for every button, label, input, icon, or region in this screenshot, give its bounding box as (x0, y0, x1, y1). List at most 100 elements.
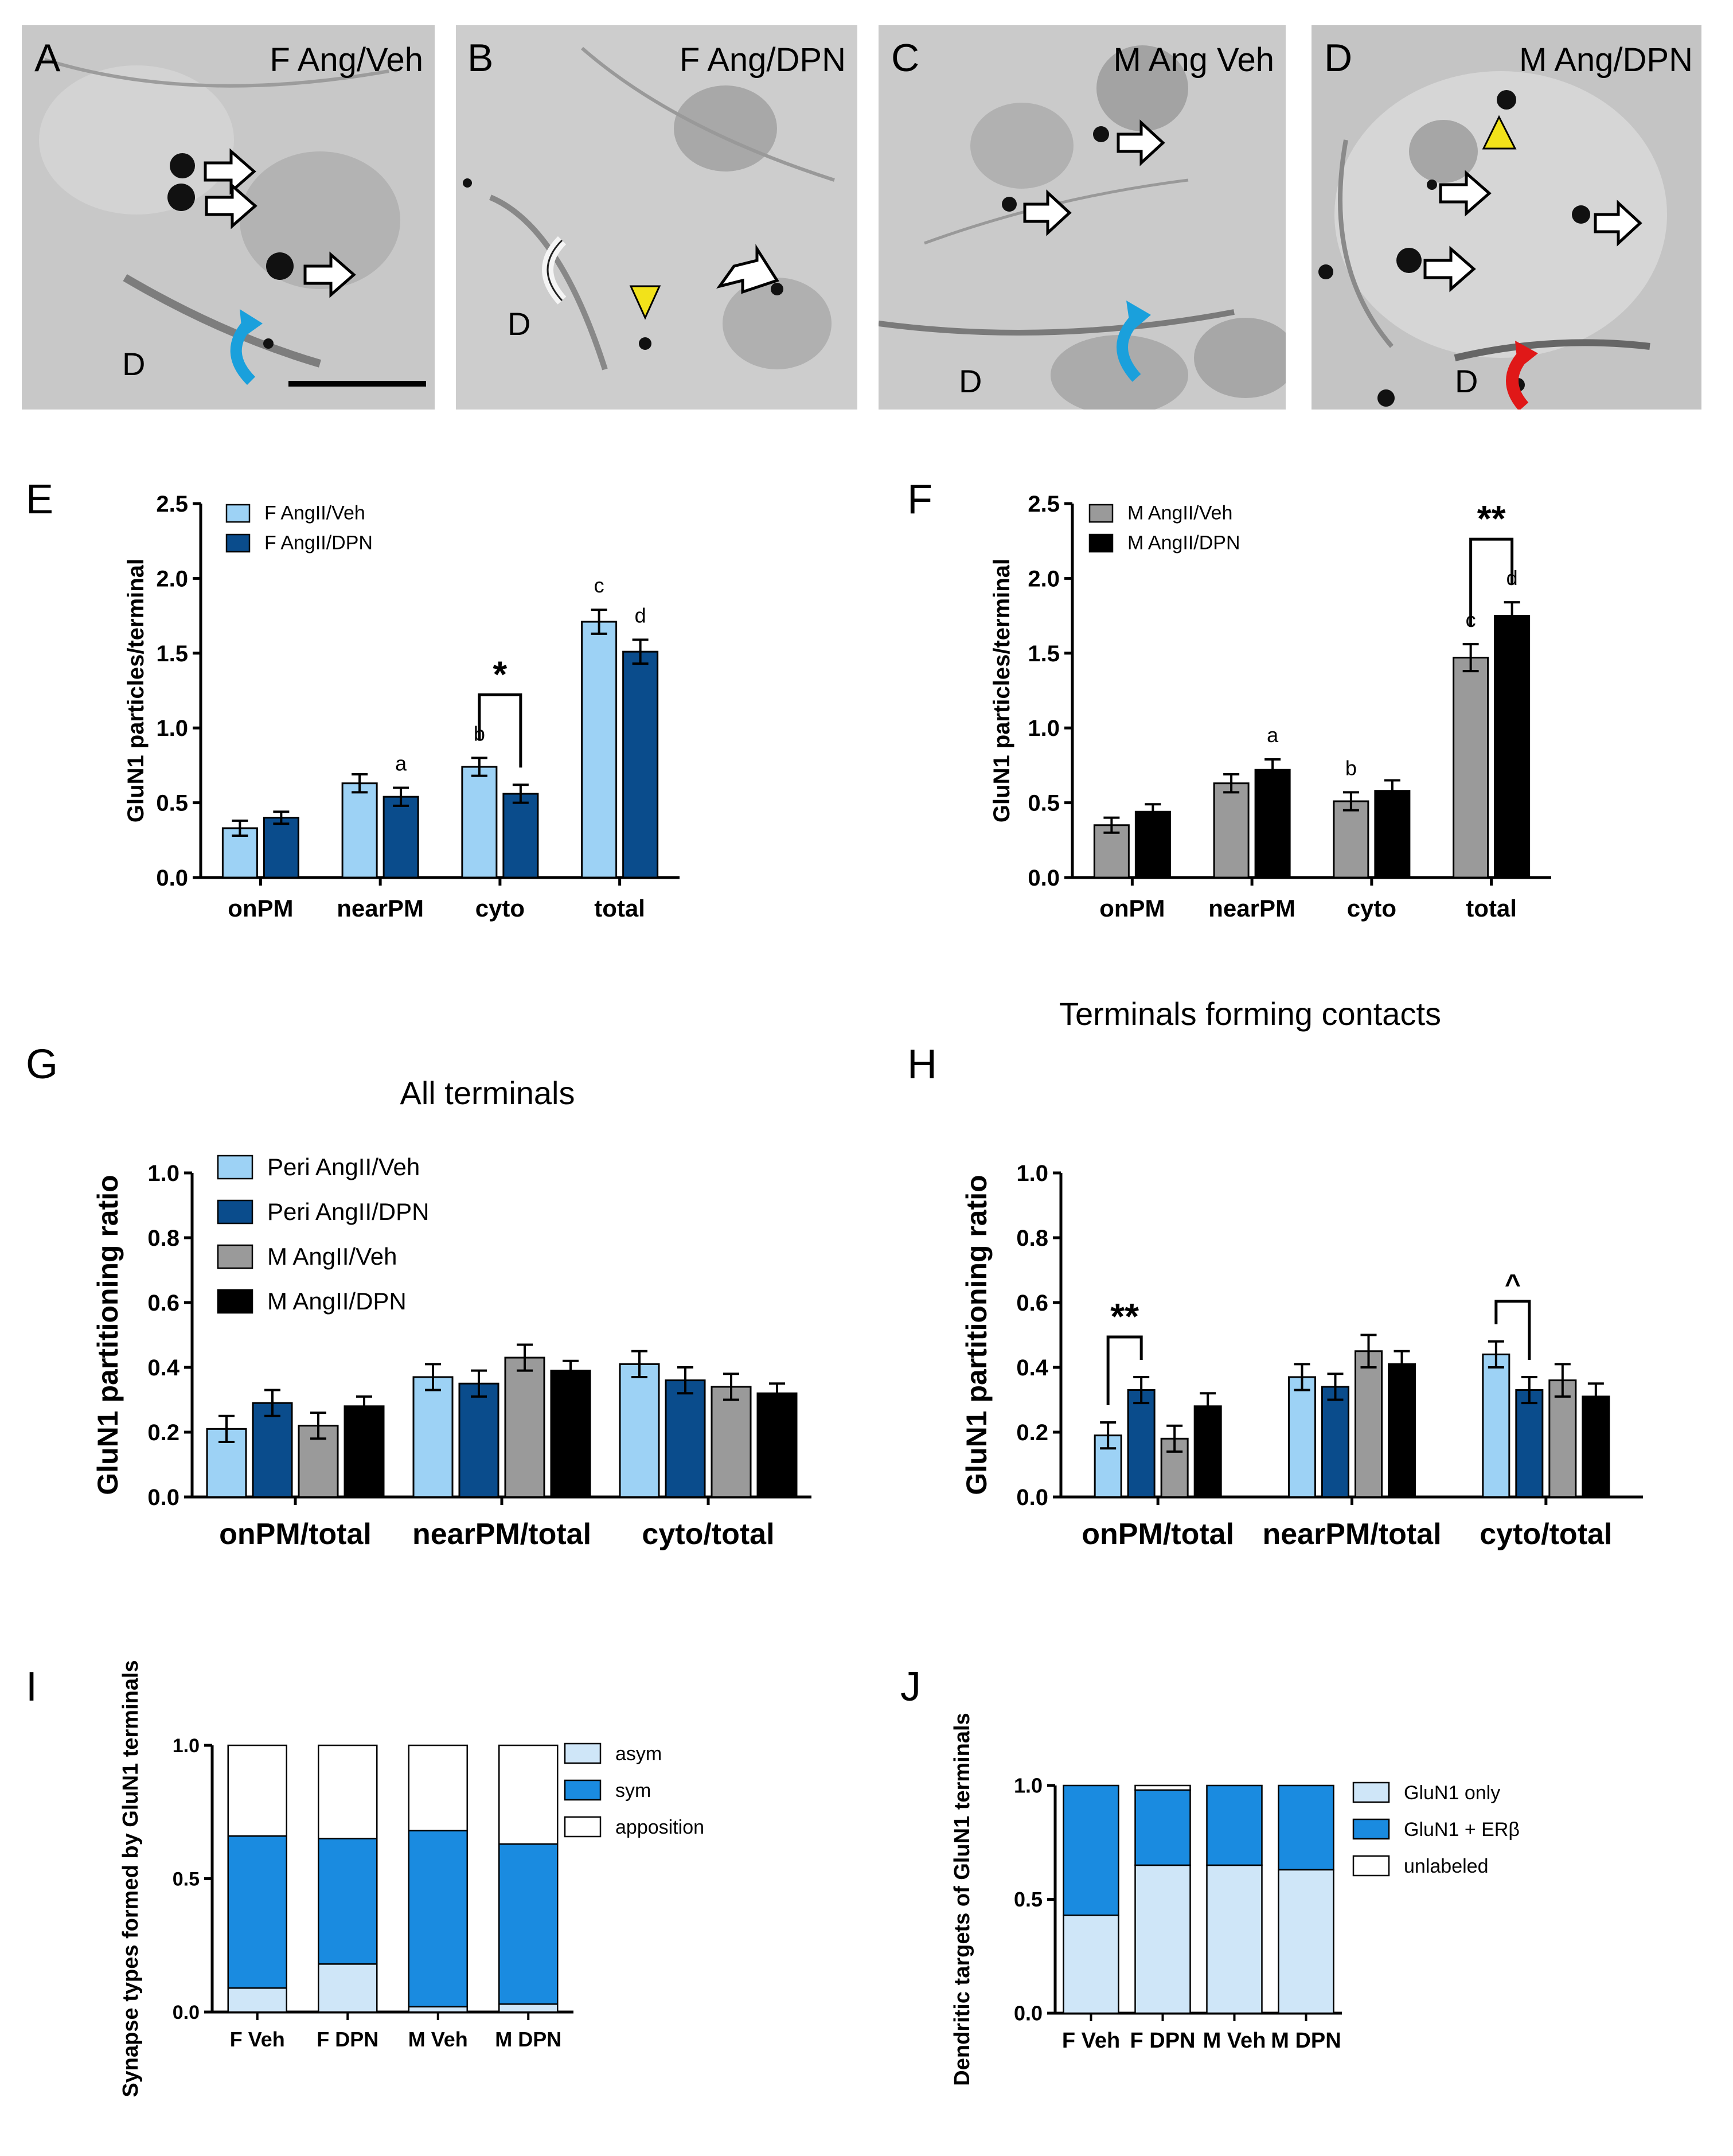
panel-b-letter: B (467, 36, 493, 80)
y-tick-label: 2.0 (156, 566, 188, 591)
y-tick-label: 1.0 (1014, 1774, 1043, 1798)
y-axis-label: GluN1 partitioning ratio (92, 1175, 124, 1495)
chart-title: Terminals forming contacts (1059, 996, 1441, 1032)
legend-label: Peri AngII/Veh (267, 1153, 420, 1180)
panel-b-label: F Ang/DPN (680, 41, 846, 79)
bar (341, 782, 378, 879)
bar (665, 1379, 706, 1498)
panel-f-letter: F (907, 477, 932, 523)
stacked-bar-segment (408, 2006, 468, 2013)
legend-swatch (564, 1742, 602, 1764)
bar (1515, 1389, 1544, 1498)
stacked-bar-segment (498, 2003, 559, 2013)
panel-g-letter: G (26, 1042, 58, 1087)
stacked-bar-segment (1278, 1784, 1334, 1871)
y-tick-label: 2.5 (156, 492, 188, 517)
legend-label: M AngII/Veh (1127, 502, 1232, 524)
stacked-bar-segment (1063, 1784, 1119, 1916)
y-tick-label: 0.5 (1014, 1888, 1043, 1911)
panel-i-letter: I (26, 1664, 37, 1710)
stacked-bar-segment (1134, 1864, 1191, 2014)
y-tick-label: 1.0 (147, 1161, 179, 1186)
x-tick-label: cyto (475, 895, 525, 922)
y-tick-label: 0.4 (147, 1355, 179, 1381)
y-tick-label: 0.8 (1016, 1226, 1048, 1251)
significance-mark: * (493, 653, 507, 695)
bar (344, 1405, 385, 1498)
x-tick-label: M Veh (1203, 2029, 1266, 2053)
panel-e-letter: E (26, 477, 53, 523)
panel-b-dendrite: D (508, 306, 530, 342)
stacked-bar-segment (408, 1744, 468, 1832)
significance-letter: a (1267, 723, 1279, 747)
chart-e: 0.0 0.5 1.0 1.5 2.0 2.5 GluN1 particles/termin… (123, 492, 680, 922)
significance-mark: ** (1110, 1296, 1139, 1337)
y-tick-label: 0.0 (1016, 1485, 1048, 1510)
significance-letter: a (395, 752, 407, 775)
x-tick-label: onPM (1099, 895, 1165, 922)
stacked-bar-segment (1134, 1784, 1191, 1791)
stacked-bar-segment (1206, 1864, 1263, 2014)
bar (502, 793, 539, 879)
em-panel-c: C M Ang Veh D (878, 25, 1297, 415)
y-tick-label: 0.0 (156, 865, 188, 891)
stacked-bar-segment (318, 1963, 378, 2013)
chart-j: 0.0 0.5 1.0 Dendritic targets of GluN1 term… (950, 1713, 1520, 2085)
bar (581, 621, 618, 879)
em-panel-d: D M Ang/DPN D (1312, 25, 1701, 411)
em-panel-a: A F Ang/Veh D (22, 25, 435, 410)
stacked-bar-segment (1206, 1784, 1263, 1866)
panel-c-label: M Ang Veh (1113, 41, 1274, 79)
significance-letter: c (594, 574, 604, 597)
panel-a-dendrite: D (122, 346, 145, 382)
legend-label: GluN1 + ERβ (1404, 1819, 1520, 1841)
chart-title: All terminals (400, 1075, 575, 1111)
legend-label: GluN1 only (1404, 1782, 1500, 1804)
stacked-bar-segment (1063, 1915, 1119, 2014)
x-tick-label: onPM/total (1082, 1518, 1234, 1551)
x-tick-label: cyto/total (642, 1518, 774, 1551)
x-tick-label: M DPN (495, 2028, 561, 2051)
bar (461, 766, 498, 879)
y-tick-label: 1.5 (1028, 641, 1060, 666)
y-tick-label: 1.0 (1016, 1161, 1048, 1186)
stacked-bar-segment (408, 1830, 468, 2007)
panel-h-letter: H (907, 1042, 937, 1087)
x-tick-label: F DPN (317, 2028, 378, 2051)
stacked-bar-segment (1134, 1789, 1191, 1866)
panel-d-letter: D (1324, 36, 1352, 80)
significance-mark: ^ (1505, 1269, 1521, 1300)
legend-label: F AngII/DPN (264, 532, 373, 554)
legend-swatch (225, 504, 251, 523)
legend-swatch (1088, 504, 1114, 523)
bar (412, 1376, 454, 1498)
x-tick-label: F Veh (1062, 2029, 1120, 2053)
x-tick-label: nearPM (337, 895, 424, 922)
stacked-bar-segment (498, 1744, 559, 1845)
y-tick-label: 0.2 (1016, 1420, 1048, 1445)
y-tick-label: 0.0 (147, 1485, 179, 1510)
y-tick-label: 0.8 (147, 1226, 179, 1251)
x-tick-label: total (1466, 895, 1517, 922)
significance-letter: d (635, 603, 646, 627)
x-tick-label: M DPN (1271, 2029, 1341, 2053)
bar (550, 1370, 591, 1498)
bar (1355, 1350, 1383, 1498)
bar (711, 1386, 752, 1498)
stacked-bar-segment (227, 1744, 287, 1837)
y-tick-label: 0.6 (1016, 1291, 1048, 1316)
em-panel-b: B F Ang/DPN D (456, 25, 857, 410)
y-tick-label: 2.5 (1028, 492, 1060, 517)
stacked-bar-segment (318, 1744, 378, 1839)
stacked-bar-segment (227, 1835, 287, 1989)
bar (1548, 1379, 1577, 1498)
bar (1388, 1363, 1416, 1498)
bar (1288, 1376, 1316, 1498)
y-tick-label: 0.0 (173, 2002, 200, 2024)
bar (1093, 824, 1130, 879)
bar (1333, 800, 1369, 879)
significance-bracket (1469, 537, 1514, 627)
panel-c-letter: C (891, 36, 919, 80)
bar (1374, 790, 1411, 879)
